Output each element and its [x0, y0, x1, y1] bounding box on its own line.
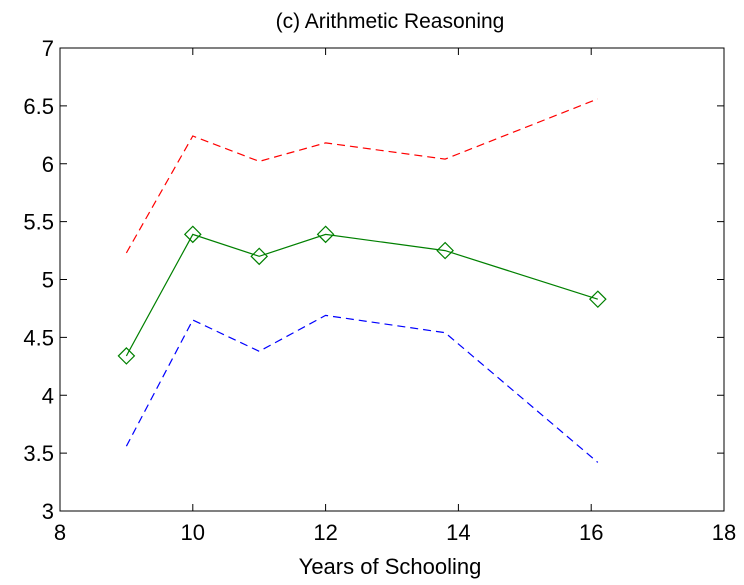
x-tick-label: 14	[446, 520, 470, 545]
x-axis-title: Years of Schooling	[299, 554, 482, 579]
y-tick-label: 4	[42, 383, 54, 408]
y-tick-label: 3	[42, 499, 54, 524]
axis-ticks: 8 10 12 14 16 18 3 3.5 4 4.5 5 5.5 6 6.5 7	[23, 36, 736, 545]
data-point-diamond	[183, 225, 202, 244]
data-point-diamond	[250, 247, 269, 266]
x-tick-label: 10	[181, 520, 205, 545]
chart-title: (c) Arithmetic Reasoning	[276, 10, 505, 33]
series-layer	[117, 98, 607, 463]
data-point-diamond	[117, 347, 136, 365]
y-tick-label: 6	[42, 152, 54, 177]
data-point-diamond	[316, 225, 335, 244]
y-tick-label: 6.5	[23, 94, 54, 119]
y-tick-label: 7	[42, 36, 54, 61]
x-tick-label: 18	[712, 520, 736, 545]
x-tick-label: 16	[579, 520, 603, 545]
y-tick-label: 5.5	[23, 210, 54, 235]
plot-area	[59, 47, 725, 512]
x-tick-label: 12	[313, 520, 337, 545]
y-tick-label: 3.5	[23, 441, 54, 466]
x-tick-label: 8	[54, 520, 66, 545]
series-line-upper	[125, 98, 599, 254]
data-point-diamond	[436, 241, 454, 260]
series-line-lower	[125, 314, 599, 463]
data-point-diamond	[588, 290, 607, 309]
series-line-estimate	[125, 233, 598, 357]
y-tick-label: 4.5	[23, 325, 54, 350]
y-tick-label: 5	[42, 268, 54, 293]
